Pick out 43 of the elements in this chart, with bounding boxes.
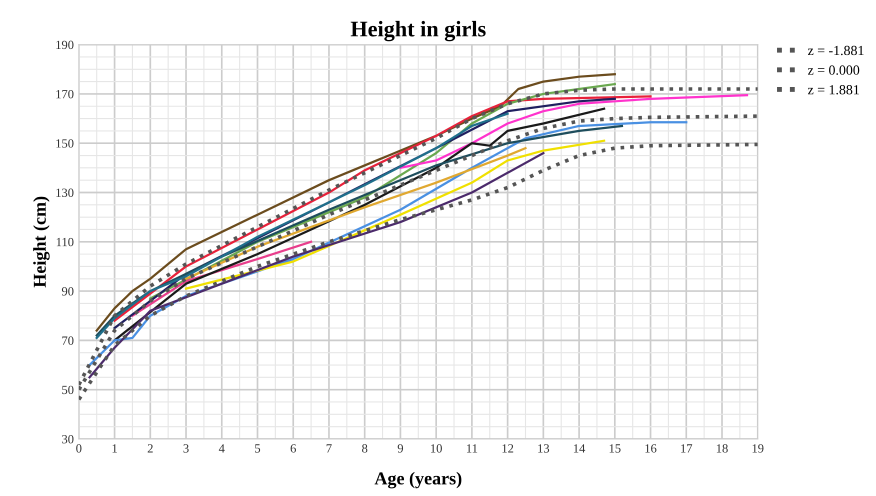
x-tick-label: 6: [290, 444, 296, 453]
legend-label: z = -1.881: [808, 46, 864, 56]
x-tick-label: 11: [466, 444, 478, 452]
x-tick-label: 4: [218, 444, 225, 452]
y-tick-label: 70: [62, 336, 74, 345]
line-series: [131, 240, 312, 317]
line-series: [96, 112, 509, 340]
y-tick-label: 50: [62, 386, 74, 394]
x-tick-label: 19: [752, 444, 764, 453]
x-tick-label: 10: [431, 444, 442, 453]
line-series: [399, 94, 748, 169]
y-tick-label: 90: [62, 287, 74, 296]
x-tick-label: 7: [326, 444, 332, 452]
x-tick-label: 1: [112, 444, 117, 452]
legend-label: z = 0.000: [808, 65, 860, 75]
x-axis-title: Age (years): [374, 472, 462, 488]
y-tick-label: 130: [56, 188, 74, 197]
y-tick-label: 30: [62, 434, 74, 444]
x-tick-label: 15: [610, 444, 621, 453]
legend-label: z = 1.881: [808, 85, 859, 94]
y-tick-label: 110: [56, 238, 74, 246]
line-series: [88, 121, 688, 366]
y-axis-title: Height (cm): [33, 196, 50, 288]
chart-title: Height in girls: [350, 20, 486, 42]
y-tick-label: 190: [56, 40, 74, 50]
x-tick-label: 3: [184, 444, 189, 453]
line-series: [184, 140, 606, 290]
x-tick-label: 18: [716, 444, 728, 453]
x-tick-label: 8: [362, 444, 368, 453]
line-series: [149, 82, 616, 300]
y-tick-label: 170: [56, 90, 74, 98]
y-tick-label: 150: [56, 139, 74, 148]
x-tick-label: 0: [76, 444, 82, 453]
x-tick-label: 16: [645, 444, 656, 453]
x-tick-label: 9: [398, 444, 404, 453]
x-tick-label: 2: [148, 444, 153, 452]
line-series: [88, 152, 544, 378]
x-tick-label: 17: [681, 444, 692, 452]
x-tick-label: 12: [502, 444, 514, 452]
x-tick-label: 14: [574, 444, 586, 452]
x-tick-label: 5: [255, 444, 260, 453]
x-tick-label: 13: [538, 444, 550, 453]
line-series: [184, 147, 527, 280]
